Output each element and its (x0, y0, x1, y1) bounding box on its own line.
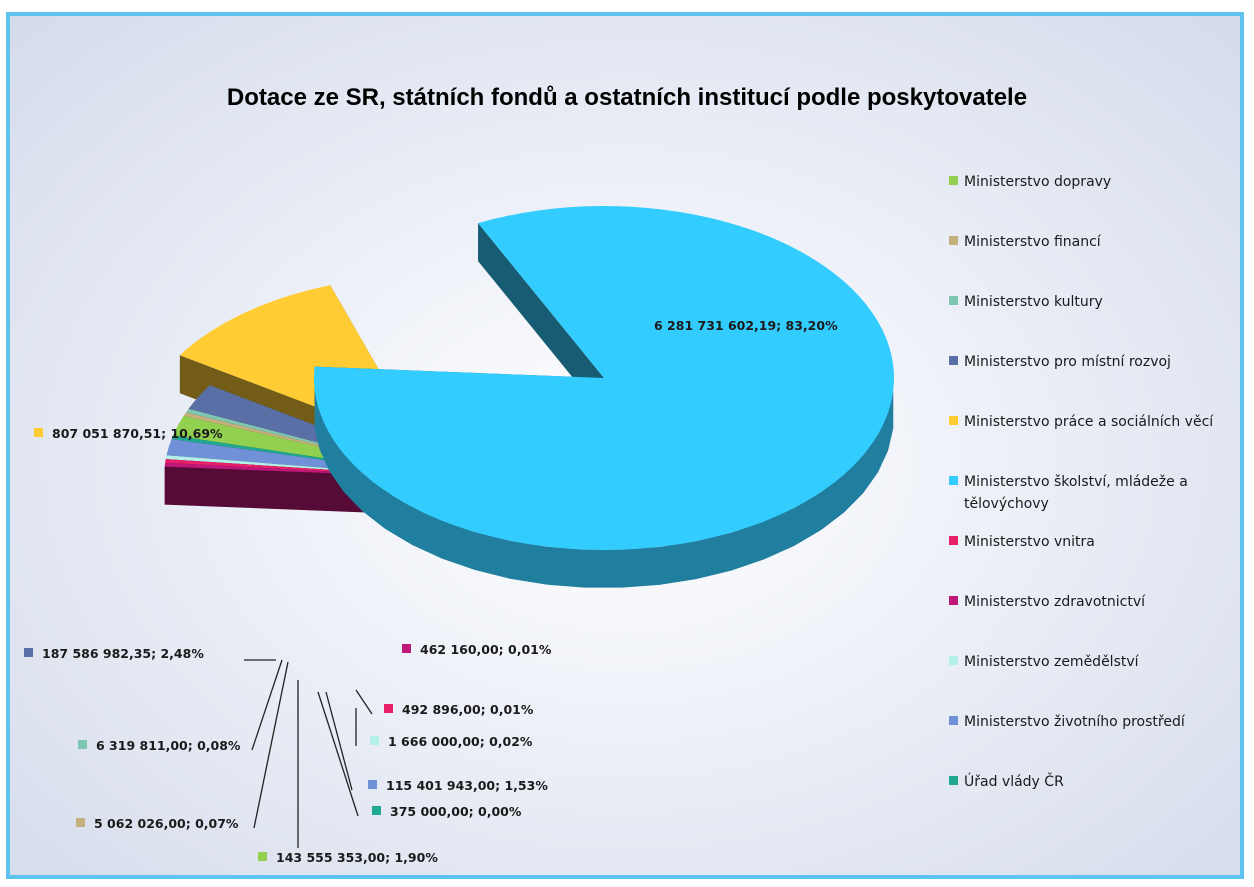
data-label-swatch (34, 428, 43, 437)
data-label-ministerstvo-vnitra: 492 896,00; 0,01% (355, 689, 534, 717)
legend-label: Ministerstvo financí (964, 234, 1102, 250)
legend-label: Ministerstvo životního prostředí (964, 714, 1186, 730)
legend-swatch (949, 596, 958, 605)
top-strip (0, 0, 1254, 12)
data-label-swatch (78, 740, 87, 749)
data-label-urad-vlady-cr: 375 000,00; 0,00% (317, 691, 522, 819)
legend-label: Ministerstvo pro místní rozvoj (964, 354, 1171, 370)
data-label-swatch (370, 736, 379, 745)
data-label-text: 375 000,00; 0,00% (390, 804, 522, 819)
data-label-ministerstvo-zdravotnictvi: 462 160,00; 0,01% (402, 642, 552, 657)
data-label-ministerstvo-zemedelstvi: 1 666 000,00; 0,02% (355, 708, 533, 749)
legend-swatch (949, 776, 958, 785)
legend-item-ministerstvo-kultury: Ministerstvo kultury (949, 294, 1103, 310)
data-label-ministerstvo-financi: 5 062 026,00; 0,07% (76, 661, 289, 831)
data-label-ministerstvo-dopravy: 143 555 353,00; 1,90% (258, 680, 438, 865)
data-label-ministerstvo-kultury: 6 319 811,00; 0,08% (78, 659, 283, 753)
legend-swatch (949, 656, 958, 665)
legend-label: Ministerstvo školství, mládeže a tělových… (964, 474, 1188, 512)
data-label-swatch (402, 644, 411, 653)
data-label-text: 6 319 811,00; 0,08% (96, 738, 241, 753)
legend-label: Ministerstvo dopravy (964, 174, 1111, 190)
data-label-text: 462 160,00; 0,01% (420, 642, 552, 657)
data-label-swatch (258, 852, 267, 861)
legend-swatch (949, 536, 958, 545)
data-label-ministerstvo-skolstvi-mladeze-a-telovychovy: 6 281 731 602,19; 83,20% (636, 318, 838, 333)
data-label-text: 187 586 982,35; 2,48% (42, 646, 204, 661)
data-label-swatch (24, 648, 33, 657)
legend-label: Ministerstvo zemědělství (964, 654, 1140, 670)
data-label-swatch (372, 806, 381, 815)
legend-label: Ministerstvo zdravotnictví (964, 594, 1146, 610)
pie-slice-ministerstvo-skolstvi-mladeze-a-telovychovy (313, 206, 895, 588)
legend-item-ministerstvo-zivotniho-prostredi: Ministerstvo životního prostředí (949, 714, 1186, 730)
legend-item-urad-vlady-cr: Úřad vlády ČR (949, 772, 1064, 790)
legend-item-ministerstvo-zemedelstvi: Ministerstvo zemědělství (949, 654, 1140, 670)
legend: Ministerstvo dopravy Ministerstvo financí… (949, 174, 1214, 790)
legend-swatch (949, 416, 958, 425)
data-label-text: 807 051 870,51; 10,69% (52, 426, 223, 441)
legend-item-ministerstvo-pro-mistni-rozvoj: Ministerstvo pro místní rozvoj (949, 354, 1171, 370)
legend-label: Ministerstvo kultury (964, 294, 1103, 310)
legend-swatch (949, 296, 958, 305)
data-label-text: 1 666 000,00; 0,02% (388, 734, 533, 749)
legend-item-ministerstvo-dopravy: Ministerstvo dopravy (949, 174, 1111, 190)
data-label-swatch (368, 780, 377, 789)
data-label-swatch (384, 704, 393, 713)
legend-label: Ministerstvo práce a sociálních věcí (964, 414, 1214, 430)
legend-label: Ministerstvo vnitra (964, 534, 1095, 550)
legend-swatch (949, 356, 958, 365)
data-labels: 143 555 353,00; 1,90% 5 062 026,00; 0,07%… (24, 318, 838, 865)
data-label-text: 143 555 353,00; 1,90% (276, 850, 438, 865)
pie-layer (164, 206, 895, 588)
data-label-text: 115 401 943,00; 1,53% (386, 778, 548, 793)
legend-swatch (949, 476, 958, 485)
legend-swatch (949, 236, 958, 245)
data-label-text: 492 896,00; 0,01% (402, 702, 534, 717)
legend-item-ministerstvo-skolstvi-mladeze-a-telovychovy: Ministerstvo školství, mládeže a tělových… (949, 474, 1188, 512)
data-label-swatch (76, 818, 85, 827)
chart-title: Dotace ze SR, státních fondů a ostatních… (226, 84, 1028, 111)
data-label-text: 6 281 731 602,19; 83,20% (654, 318, 838, 333)
legend-item-ministerstvo-financi: Ministerstvo financí (949, 234, 1102, 250)
data-label-ministerstvo-prace-a-socialnich-veci: 807 051 870,51; 10,69% (34, 426, 223, 441)
legend-item-ministerstvo-vnitra: Ministerstvo vnitra (949, 534, 1095, 550)
legend-item-ministerstvo-zdravotnictvi: Ministerstvo zdravotnictví (949, 594, 1146, 610)
data-label-swatch (636, 320, 645, 329)
legend-swatch (949, 176, 958, 185)
legend-item-ministerstvo-prace-a-socialnich-veci: Ministerstvo práce a sociálních věcí (949, 414, 1214, 430)
legend-swatch (949, 716, 958, 725)
data-label-text: 5 062 026,00; 0,07% (94, 816, 239, 831)
data-label-ministerstvo-zivotniho-prostredi: 115 401 943,00; 1,53% (325, 691, 548, 793)
data-label-ministerstvo-pro-mistni-rozvoj: 187 586 982,35; 2,48% (24, 646, 276, 661)
legend-label: Úřad vlády ČR (964, 772, 1064, 790)
